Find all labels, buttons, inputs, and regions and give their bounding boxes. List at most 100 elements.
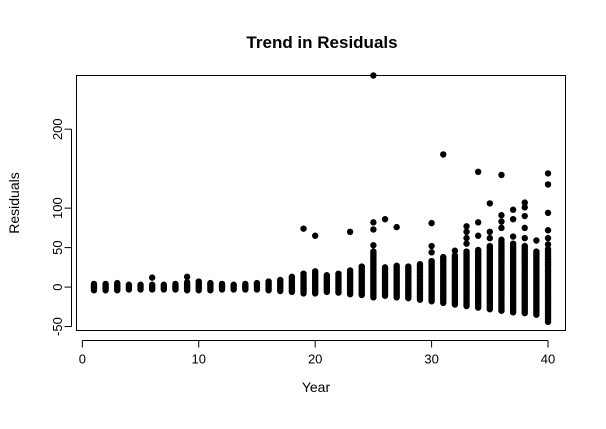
data-point <box>463 240 470 247</box>
data-point <box>335 270 342 277</box>
data-point <box>440 151 447 158</box>
data-point <box>370 226 377 233</box>
data-point <box>521 204 528 211</box>
x-tick-label: 40 <box>541 352 555 367</box>
y-tick-label: 50 <box>50 240 65 254</box>
data-point <box>160 281 168 288</box>
data-points <box>90 72 552 326</box>
data-point <box>416 260 424 268</box>
x-axis: 0 10 20 30 40 <box>79 340 555 367</box>
data-point <box>381 215 389 223</box>
data-point <box>521 234 528 242</box>
data-point <box>300 225 307 232</box>
data-point <box>137 281 144 288</box>
data-point <box>393 262 400 269</box>
data-point <box>242 280 249 288</box>
data-point <box>463 234 470 242</box>
data-point <box>370 248 377 255</box>
data-point <box>544 234 552 242</box>
data-point <box>451 252 459 259</box>
y-axis: -50 0 50 100 200 <box>50 118 72 336</box>
data-point <box>509 233 517 240</box>
data-point <box>253 279 261 287</box>
data-point <box>544 209 552 217</box>
data-point <box>544 181 552 188</box>
data-point <box>486 228 494 236</box>
data-point <box>218 280 226 288</box>
data-point <box>498 212 505 219</box>
data-point <box>474 246 482 254</box>
data-point <box>544 241 552 248</box>
data-point <box>486 242 494 250</box>
data-point <box>183 279 191 286</box>
data-point <box>405 263 412 270</box>
data-point <box>114 279 121 287</box>
data-point <box>370 219 377 226</box>
data-point <box>533 237 540 244</box>
data-point <box>428 249 435 256</box>
y-tick-label: -50 <box>50 317 65 336</box>
data-point <box>544 245 552 253</box>
data-point <box>509 240 517 247</box>
data-point <box>346 228 354 236</box>
data-point <box>428 219 435 227</box>
data-point <box>207 279 214 287</box>
data-point <box>533 248 540 255</box>
data-point <box>463 248 470 255</box>
data-point <box>393 223 400 231</box>
data-point <box>509 215 517 223</box>
data-point <box>370 242 377 249</box>
data-point <box>148 274 156 281</box>
data-point <box>498 236 505 243</box>
data-point <box>370 72 377 79</box>
data-point <box>358 263 365 270</box>
plot-area-frame <box>76 75 566 331</box>
x-axis-label: Year <box>302 379 331 395</box>
y-tick-label: 0 <box>50 283 65 290</box>
data-point <box>521 212 528 220</box>
data-point <box>265 278 272 285</box>
data-point <box>544 170 552 177</box>
data-point <box>346 267 354 274</box>
data-point <box>474 219 482 226</box>
data-point <box>148 281 156 288</box>
data-point <box>428 242 435 250</box>
data-point <box>474 232 482 239</box>
x-tick-label: 20 <box>308 352 322 367</box>
data-point <box>300 270 307 277</box>
data-point <box>90 280 98 288</box>
data-point <box>102 280 109 288</box>
data-point <box>183 273 191 281</box>
data-point <box>509 206 517 213</box>
data-point <box>381 264 389 271</box>
data-point <box>544 227 552 234</box>
x-tick-label: 30 <box>424 352 438 367</box>
data-point <box>521 242 528 250</box>
data-point <box>440 253 447 261</box>
data-point <box>428 257 435 265</box>
data-point <box>172 280 179 288</box>
data-point <box>323 272 331 279</box>
data-point <box>277 276 284 284</box>
data-point <box>451 247 459 254</box>
data-point <box>498 171 505 179</box>
data-point <box>474 168 482 176</box>
data-point <box>288 273 296 281</box>
data-point <box>125 281 133 288</box>
data-point <box>498 218 505 225</box>
data-point <box>486 200 494 207</box>
data-point <box>230 281 237 288</box>
data-point <box>195 278 202 285</box>
data-point <box>521 224 528 232</box>
chart-title: Trend in Residuals <box>246 33 397 52</box>
x-tick-label: 0 <box>79 352 86 367</box>
y-tick-label: 100 <box>50 197 65 219</box>
data-point <box>463 228 470 236</box>
data-point <box>311 232 319 239</box>
data-point <box>463 223 470 230</box>
data-point <box>498 224 505 232</box>
y-tick-label: 200 <box>50 118 65 140</box>
data-point <box>521 199 528 206</box>
data-point <box>311 268 319 275</box>
